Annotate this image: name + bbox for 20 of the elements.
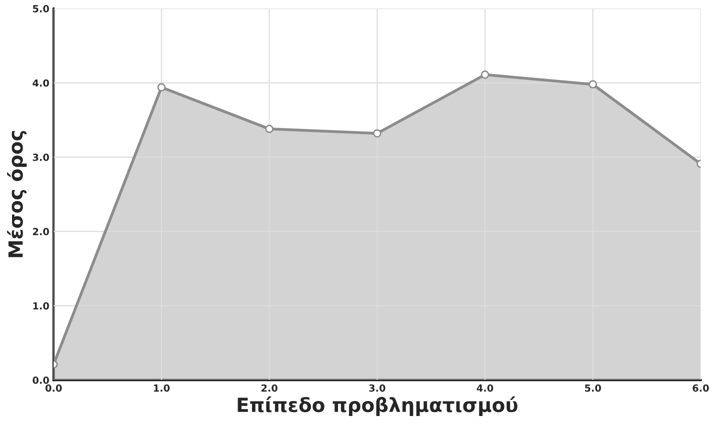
y-axis-title: Μέσος όρος bbox=[7, 131, 27, 258]
point bbox=[480, 70, 490, 79]
y-tick-label: 0.0 bbox=[32, 376, 49, 384]
x-tick-label: 5.0 bbox=[584, 384, 601, 392]
y-tick-label: 5.0 bbox=[32, 5, 49, 12]
x-tick-label: 2.0 bbox=[261, 384, 278, 392]
point bbox=[372, 129, 382, 138]
x-tick-label: 4.0 bbox=[476, 384, 494, 392]
point bbox=[157, 83, 166, 92]
y-tick-label: 2.0 bbox=[33, 228, 49, 236]
y-tick-label: 3.0 bbox=[32, 154, 49, 161]
y-tick-label: 4.0 bbox=[32, 79, 49, 87]
x-axis-title: Επίπεδο προβληματισμού bbox=[238, 396, 518, 416]
x-tick-label: 6.0 bbox=[692, 384, 709, 392]
y-tick-label: 1.0 bbox=[33, 302, 49, 310]
x-tick-label: 0.0 bbox=[45, 384, 62, 392]
point bbox=[588, 80, 598, 88]
x-tick-label: 1.0 bbox=[154, 384, 170, 392]
x-tick-label: 3.0 bbox=[369, 384, 386, 392]
point bbox=[265, 124, 274, 134]
